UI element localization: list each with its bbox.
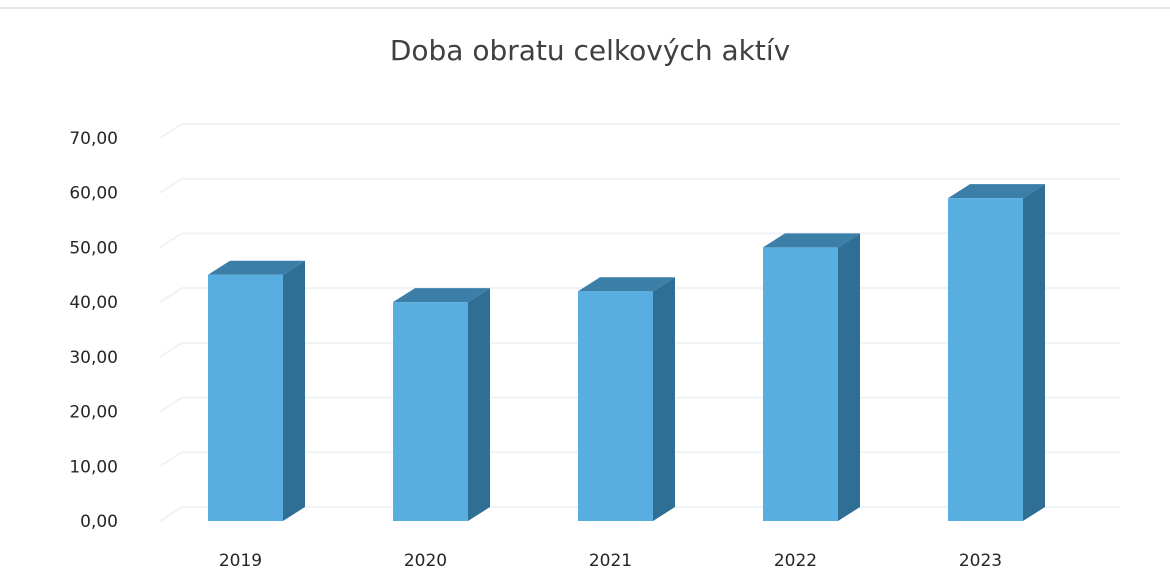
y-tick-label: 40,00: [69, 293, 118, 313]
x-axis-ticks: 2019 2020 2021 2022 2023: [219, 551, 1002, 571]
bars: [208, 184, 1045, 521]
x-tick-label: 2020: [404, 551, 447, 571]
bar-front: [208, 274, 283, 521]
bar-top: [208, 260, 305, 275]
gridline: [159, 177, 1120, 194]
bar: [948, 184, 1045, 521]
gridline: [159, 123, 1120, 139]
gridlines: [159, 123, 1120, 522]
bar-top: [578, 277, 675, 292]
bar-top: [393, 288, 490, 303]
bar-front: [763, 247, 838, 521]
bar-side: [838, 233, 860, 521]
y-tick-label: 70,00: [69, 129, 118, 149]
y-tick-label: 20,00: [69, 403, 118, 423]
bar: [208, 260, 305, 521]
y-tick-label: 0,00: [80, 512, 118, 532]
bar-front: [948, 198, 1023, 521]
bar-side: [653, 277, 675, 521]
bar: [763, 233, 860, 521]
bar-top: [763, 233, 860, 248]
y-tick-label: 10,00: [69, 457, 118, 477]
bar: [578, 277, 675, 521]
bar-front: [578, 291, 653, 521]
chart-title: Doba obratu celkových aktív: [390, 34, 790, 67]
y-axis-ticks: 0,00 10,00 20,00 30,00 40,00 50,00 60,00 70,00: [69, 129, 118, 532]
bar-top: [948, 184, 1045, 199]
bar-side: [1023, 184, 1045, 521]
bar-side: [468, 288, 490, 521]
bar-side: [283, 260, 305, 521]
bar-front: [393, 302, 468, 521]
x-tick-label: 2019: [219, 551, 262, 571]
x-tick-label: 2022: [774, 551, 817, 571]
y-tick-label: 50,00: [69, 238, 118, 258]
bar: [393, 288, 490, 521]
x-tick-label: 2023: [959, 551, 1002, 571]
y-tick-label: 60,00: [69, 184, 118, 204]
x-tick-label: 2021: [589, 551, 632, 571]
y-tick-label: 30,00: [69, 348, 118, 368]
